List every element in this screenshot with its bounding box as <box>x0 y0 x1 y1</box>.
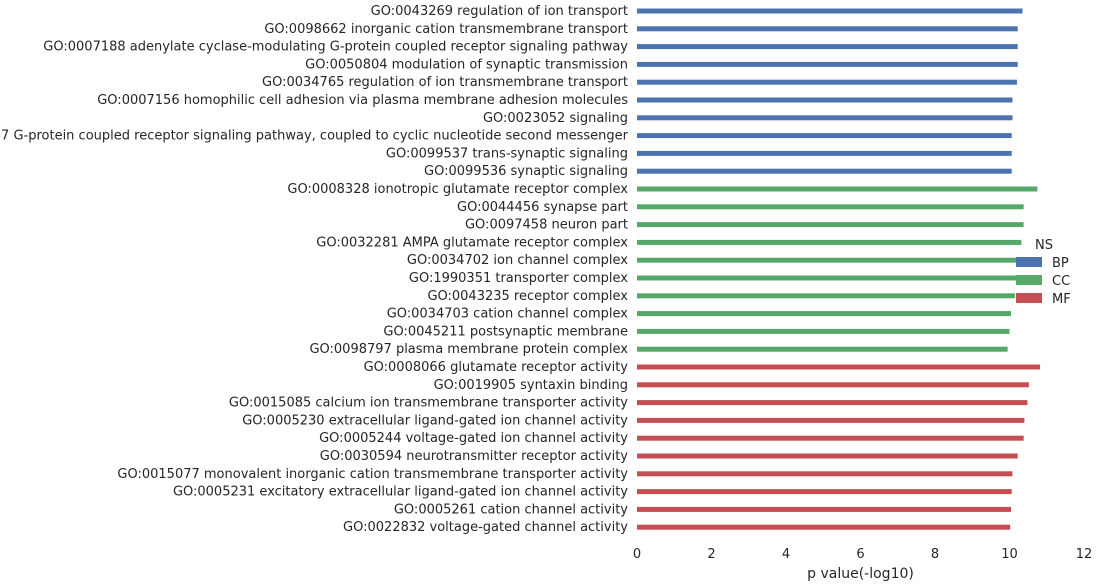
legend-swatch-bp <box>1016 257 1042 267</box>
category-label: GO:0008328 ionotropic glutamate receptor… <box>287 182 628 197</box>
category-label: GO:0005231 excitatory extracellular liga… <box>173 485 628 500</box>
x-tick-label: 6 <box>856 547 864 562</box>
category-label: GO:0043235 receptor complex <box>427 289 628 304</box>
category-label: GO:0032281 AMPA glutamate receptor compl… <box>316 235 628 250</box>
category-label: GO:0005261 cation channel activity <box>394 502 628 517</box>
category-label: GO:0045211 postsynaptic membrane <box>383 324 628 339</box>
legend-swatch-cc <box>1016 275 1042 285</box>
bar-cc <box>637 204 1024 210</box>
legend: NS BP CC MF <box>1016 238 1071 307</box>
bar-bp <box>637 44 1018 50</box>
bar-cc <box>637 257 1017 263</box>
category-label: GO:0019905 syntaxin binding <box>434 378 628 393</box>
bar-mf <box>637 400 1028 406</box>
x-tick-label: 0 <box>633 547 641 562</box>
x-axis: 0 2 4 6 8 10 12 <box>633 547 1092 562</box>
category-label: GO:1990351 transporter complex <box>409 271 628 286</box>
x-tick-label: 2 <box>707 547 715 562</box>
x-tick-label: 8 <box>931 547 939 562</box>
x-tick-label: 12 <box>1076 547 1093 562</box>
bar-cc <box>637 222 1024 228</box>
legend-title: NS <box>1035 238 1053 253</box>
bar-bp <box>637 115 1013 121</box>
legend-swatch-mf <box>1016 293 1042 303</box>
legend-label-mf: MF <box>1052 292 1071 307</box>
bar-mf <box>637 382 1029 388</box>
category-label: GO:0097458 neuron part <box>465 218 628 233</box>
bar-mf <box>637 471 1013 477</box>
bar-bp <box>637 168 1012 174</box>
bar-mf <box>637 453 1018 459</box>
bar-cc <box>637 239 1022 245</box>
category-label: GO:0099537 trans-synaptic signaling <box>386 146 628 161</box>
bar-bp <box>637 61 1018 67</box>
bar-bp <box>637 97 1013 103</box>
bar-cc <box>637 328 1010 334</box>
category-label: GO:0034765 regulation of ion transmembra… <box>262 75 628 90</box>
category-label: GO:0034703 cation channel complex <box>387 307 629 322</box>
category-label: GO:0007187 G-protein coupled receptor si… <box>0 129 629 144</box>
category-label: GO:0015085 calcium ion transmembrane tra… <box>229 396 628 411</box>
category-label: GO:0034702 ion channel complex <box>407 253 628 268</box>
category-label: GO:0007156 homophilic cell adhesion via … <box>97 93 628 108</box>
bar-bp <box>637 133 1012 139</box>
category-label: GO:0023052 signaling <box>483 111 628 126</box>
bar-cc <box>637 311 1011 317</box>
bar-bp <box>637 8 1023 14</box>
category-label: GO:0050804 modulation of synaptic transm… <box>305 57 628 72</box>
bar-mf <box>637 364 1041 370</box>
bar-bp <box>637 150 1012 156</box>
category-label: GO:0043269 regulation of ion transport <box>371 4 628 19</box>
legend-label-bp: BP <box>1052 256 1069 271</box>
category-label: GO:0005230 extracellular ligand-gated io… <box>242 413 628 428</box>
bar-mf <box>637 435 1024 441</box>
legend-label-cc: CC <box>1052 274 1070 289</box>
category-label: GO:0005244 voltage-gated ion channel act… <box>319 431 628 446</box>
bar-cc <box>637 346 1008 352</box>
category-label: GO:0008066 glutamate receptor activity <box>364 360 629 375</box>
category-label: GO:0007188 adenylate cyclase-modulating … <box>43 40 628 55</box>
x-tick-label: 4 <box>782 547 790 562</box>
category-label: GO:0030594 neurotransmitter receptor act… <box>320 449 629 464</box>
category-label: GO:0098797 plasma membrane protein compl… <box>309 342 628 357</box>
bar-mf <box>637 417 1025 423</box>
category-label: GO:0099536 synaptic signaling <box>424 164 628 179</box>
bar-mf <box>637 524 1011 530</box>
bar-mf <box>637 506 1011 512</box>
bar-cc <box>637 186 1038 192</box>
bar-cc <box>637 275 1017 281</box>
category-label: GO:0098662 inorganic cation transmembran… <box>264 22 628 37</box>
x-axis-title: p value(-log10) <box>807 566 914 582</box>
x-tick-label: 10 <box>1001 547 1018 562</box>
bar-bp <box>637 79 1017 85</box>
category-labels: GO:0043269 regulation of ion transport GO… <box>0 4 629 535</box>
category-label: GO:0022832 voltage-gated channel activit… <box>343 520 628 535</box>
bar-bp <box>637 26 1018 32</box>
bars-layer <box>637 8 1041 530</box>
bar-cc <box>637 293 1016 299</box>
category-label: GO:0015077 monovalent inorganic cation t… <box>117 467 628 482</box>
category-label: GO:0044456 synapse part <box>457 200 628 215</box>
bar-mf <box>637 489 1012 495</box>
